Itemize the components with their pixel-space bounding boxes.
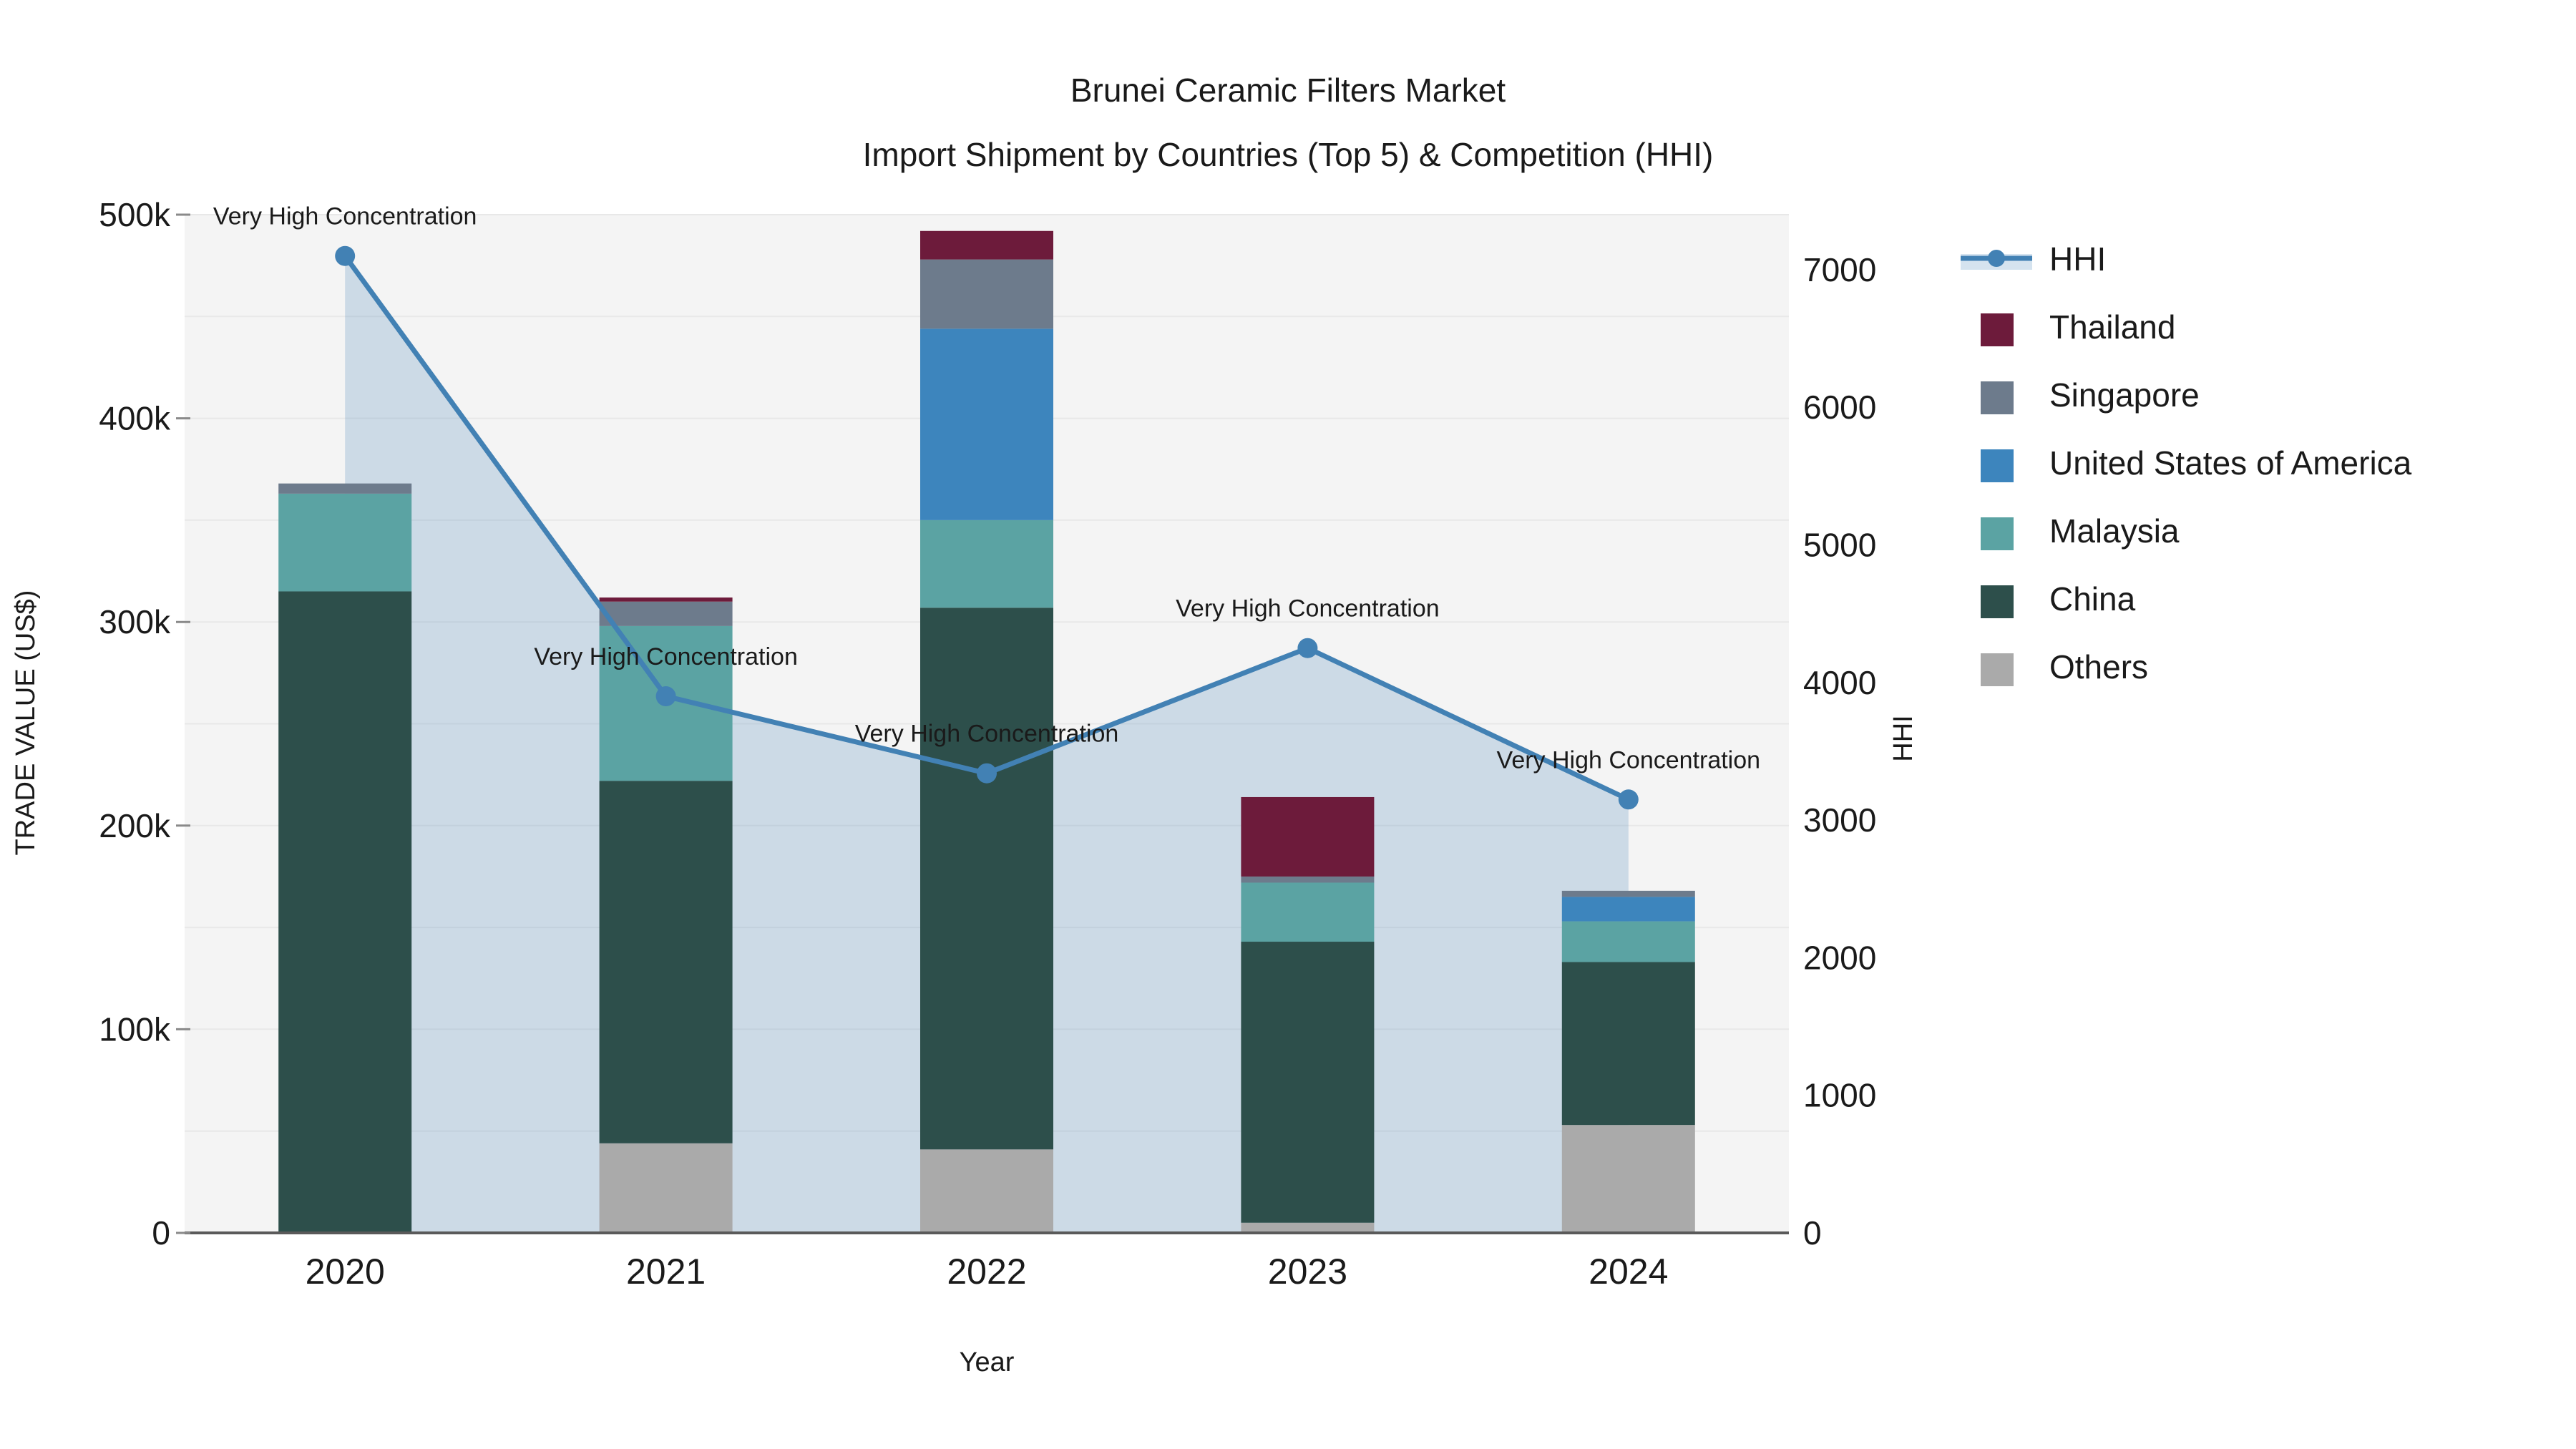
x-axis-ticks: 2020 2021 2022 2023 2024	[306, 1252, 1669, 1292]
legend-item-label: China	[2049, 580, 2136, 618]
y2-tick-label: 2000	[1803, 939, 1876, 976]
bar-segment	[599, 781, 733, 1143]
annotation-label: Very High Concentration	[534, 643, 798, 670]
legend-item-label: Thailand	[2049, 308, 2175, 346]
legend-swatch	[1981, 449, 2014, 482]
annotation-label: Very High Concentration	[213, 203, 477, 230]
bar-segment	[278, 591, 412, 1233]
hhi-marker	[655, 686, 676, 707]
x-tick-label: 2024	[1589, 1252, 1668, 1292]
bar-series	[278, 230, 1695, 1233]
legend-item[interactable]: Thailand	[1981, 308, 2175, 346]
y2-tick-label: 1000	[1803, 1077, 1876, 1114]
y-tick-label: 0	[152, 1214, 170, 1252]
bar-segment	[920, 259, 1053, 329]
bar-segment	[1561, 962, 1695, 1126]
bar-segment	[920, 608, 1053, 1150]
bar-segment	[278, 483, 412, 494]
y-tick-label: 400k	[99, 400, 171, 437]
bar-segment	[1561, 921, 1695, 962]
hhi-line-overlay	[335, 245, 1639, 810]
bar-segment	[599, 601, 733, 626]
y2-tick-label: 3000	[1803, 801, 1876, 839]
legend-item[interactable]: Singapore	[1981, 376, 2200, 414]
legend-item[interactable]: United States of America	[1981, 444, 2412, 482]
bar-segment	[1241, 1222, 1375, 1233]
bar-segment	[1561, 1125, 1695, 1233]
chart-title: Brunei Ceramic Filters Market	[1070, 72, 1506, 109]
x-tick-label: 2020	[306, 1252, 385, 1292]
y2-tick-label: 5000	[1803, 527, 1876, 564]
hhi-marker	[1297, 638, 1318, 658]
y-tick-label: 500k	[99, 196, 171, 233]
bar-segment	[1241, 876, 1375, 883]
legend-item-label: United States of America	[2049, 444, 2412, 482]
y2-tick-label: 7000	[1803, 251, 1876, 288]
x-tick-label: 2023	[1268, 1252, 1347, 1292]
legend-item[interactable]: China	[1981, 580, 2136, 618]
legend-item[interactable]: Others	[1981, 648, 2148, 686]
legend-swatch	[1981, 653, 2014, 686]
bar-segment	[920, 328, 1053, 520]
annotation-label: Very High Concentration	[855, 721, 1119, 748]
bar-segment	[278, 493, 412, 592]
legend-item[interactable]: HHI	[1961, 240, 2106, 278]
bar-segment	[1241, 942, 1375, 1223]
x-tick-label: 2021	[626, 1252, 706, 1292]
y-axis-ticks: 0 100k 200k 300k 400k 500k	[99, 196, 190, 1252]
y2-tick-label: 4000	[1803, 664, 1876, 701]
bar-segment	[599, 1143, 733, 1233]
bar-segment	[920, 230, 1053, 260]
bar-segment	[920, 519, 1053, 608]
bar-segment	[1241, 882, 1375, 942]
y2-axis-ticks: 0 1000 2000 3000 4000 5000 6000 7000	[1803, 251, 1876, 1252]
annotation-label: Very High Concentration	[1497, 746, 1761, 774]
legend-item-label: Others	[2049, 648, 2148, 686]
y2-axis-title: HHI	[1888, 715, 1918, 761]
legend-item-label: HHI	[2049, 240, 2106, 278]
legend-item-label: Malaysia	[2049, 512, 2180, 550]
y2-tick-label: 0	[1803, 1214, 1822, 1252]
y-tick-label: 300k	[99, 603, 171, 640]
hhi-marker	[977, 763, 997, 784]
annotations: Very High Concentration Very High Concent…	[213, 203, 1760, 774]
y-axis-title: TRADE VALUE (US$)	[11, 590, 41, 856]
legend-line-marker	[1988, 250, 2005, 267]
y-tick-label: 200k	[99, 807, 171, 844]
legend-item[interactable]: Malaysia	[1981, 512, 2180, 550]
hhi-marker	[335, 245, 356, 266]
x-axis-title: Year	[960, 1347, 1015, 1377]
chart-subtitle: Import Shipment by Countries (Top 5) & C…	[863, 136, 1714, 173]
annotation-label: Very High Concentration	[1176, 595, 1440, 623]
bar-segment	[1241, 796, 1375, 877]
bar-segment	[599, 597, 733, 602]
x-tick-label: 2022	[947, 1252, 1026, 1292]
legend-swatch	[1981, 381, 2014, 414]
bar-segment	[1561, 897, 1695, 922]
legend: HHI Thailand Singapore United States of Ame…	[1961, 240, 2412, 686]
bar-segment	[920, 1149, 1053, 1233]
y2-tick-label: 6000	[1803, 389, 1876, 426]
y-tick-label: 100k	[99, 1010, 171, 1048]
legend-item-label: Singapore	[2049, 376, 2200, 414]
bar-segment	[1561, 890, 1695, 897]
legend-swatch	[1981, 585, 2014, 618]
legend-swatch	[1981, 517, 2014, 550]
legend-swatch	[1981, 313, 2014, 346]
hhi-marker	[1618, 789, 1639, 810]
